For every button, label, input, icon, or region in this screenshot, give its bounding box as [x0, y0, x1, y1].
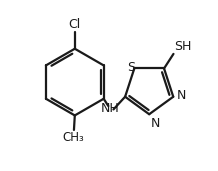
Text: S: S: [127, 61, 135, 74]
Text: SH: SH: [174, 40, 192, 53]
Text: N: N: [176, 89, 186, 102]
Text: CH₃: CH₃: [62, 131, 84, 144]
Text: N: N: [151, 117, 161, 130]
Text: Cl: Cl: [69, 18, 81, 31]
Text: NH: NH: [101, 102, 120, 115]
